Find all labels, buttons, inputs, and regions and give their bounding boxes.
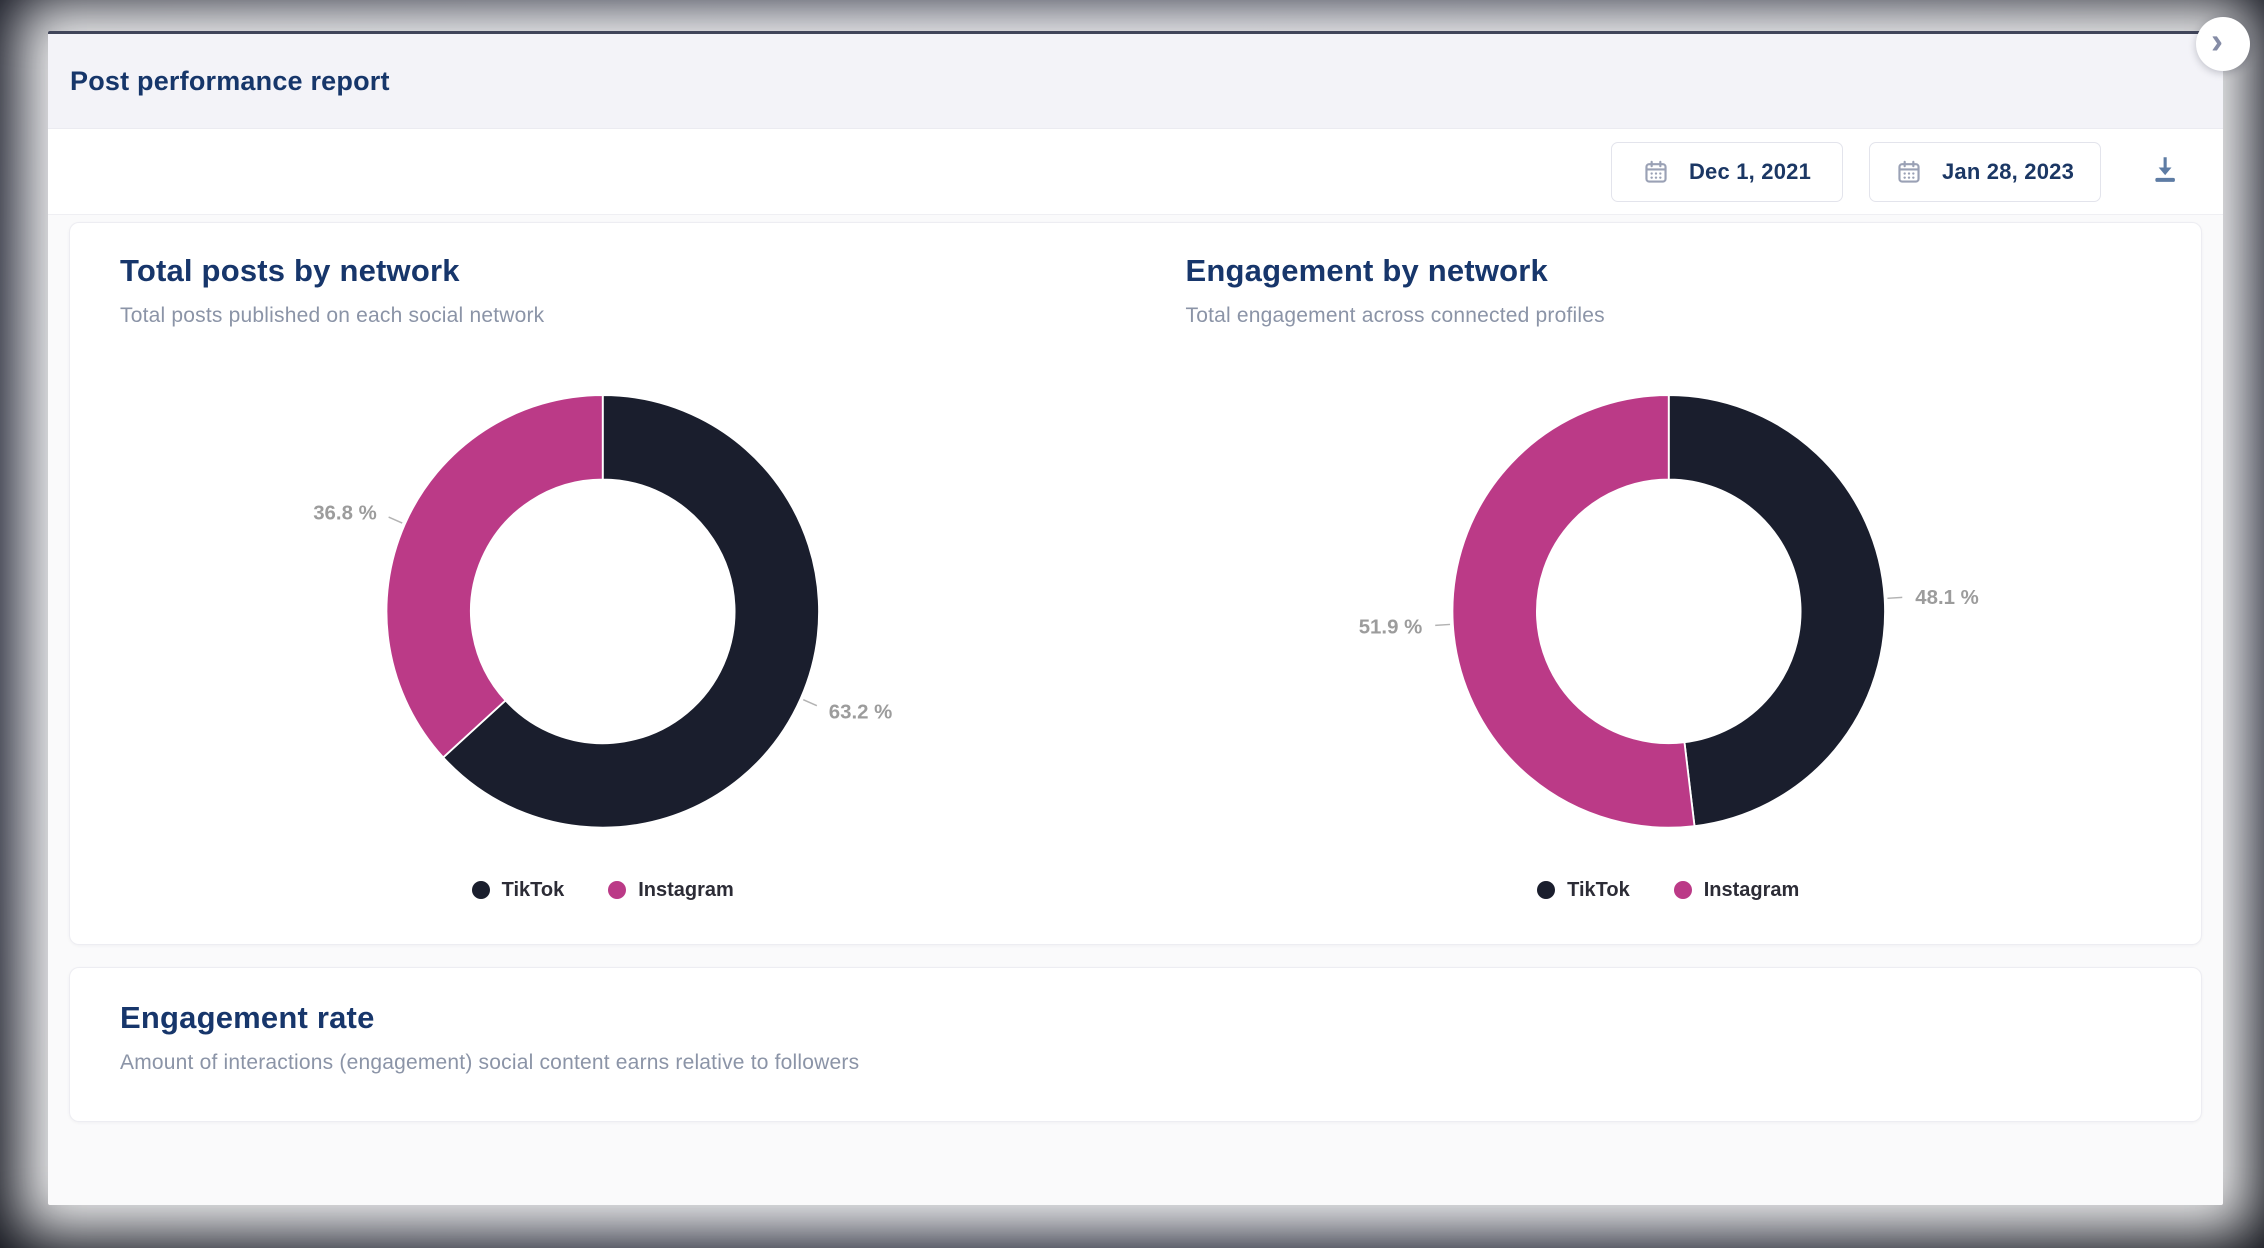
legend-dot-tiktok: [1537, 881, 1556, 900]
chart-section-engagement: Engagement by network Total engagement a…: [1136, 253, 2202, 902]
donut-slice-tiktok[interactable]: [1667, 394, 1886, 828]
label-leader-line: [802, 698, 818, 707]
charts-row: Total posts by network Total posts publi…: [70, 253, 2201, 902]
chevron-right-icon: ›: [2211, 20, 2223, 61]
label-leader-line: [1434, 623, 1450, 627]
networks-charts-card: Total posts by network Total posts publi…: [69, 222, 2202, 945]
modal-header: Post performance report: [48, 34, 2223, 129]
donut-chart-total-posts[interactable]: 63.2 % 36.8 %: [120, 370, 1086, 853]
modal-title: Post performance report: [70, 65, 390, 96]
legend-dot-instagram: [608, 881, 627, 900]
label-leader-line: [388, 516, 403, 524]
donut-chart-engagement[interactable]: 48.1 % 51.9 %: [1186, 370, 2152, 853]
calendar-icon: [1896, 159, 1922, 185]
legend-item-instagram[interactable]: Instagram: [1673, 878, 1800, 902]
report-toolbar: Dec 1, 2021 Jan 28, 2023: [48, 129, 2223, 215]
percent-label: 48.1 %: [1915, 587, 1979, 609]
engagement-rate-card: Engagement rate Amount of interactions (…: [69, 966, 2202, 1122]
post-performance-report-modal: Post performance report De: [48, 31, 2223, 1205]
date-to-button[interactable]: Jan 28, 2023: [1869, 141, 2101, 202]
chart-subtitle: Total posts published on each social net…: [120, 304, 545, 327]
section-title: Engagement rate: [120, 999, 375, 1035]
legend-dot-tiktok: [471, 881, 490, 900]
percent-label: 51.9 %: [1358, 617, 1422, 639]
calendar-icon: [1643, 159, 1669, 185]
download-report-button[interactable]: [2143, 150, 2187, 194]
section-subtitle: Amount of interactions (engagement) soci…: [120, 1050, 860, 1074]
date-from-button[interactable]: Dec 1, 2021: [1611, 141, 1843, 202]
chart-title: Total posts by network: [120, 253, 460, 288]
legend-item-tiktok[interactable]: TikTok: [471, 878, 565, 902]
chart-legend: TikTok Instagram: [120, 879, 1086, 902]
chart-title: Engagement by network: [1185, 253, 1548, 288]
chart-subtitle: Total engagement across connected profil…: [1185, 304, 1605, 327]
date-from-value: Dec 1, 2021: [1688, 158, 1812, 184]
legend-dot-instagram: [1673, 881, 1692, 900]
legend-label: Instagram: [1703, 878, 1800, 901]
legend-label: TikTok: [501, 878, 565, 901]
percent-label: 36.8 %: [313, 502, 377, 524]
download-icon: [2148, 153, 2182, 190]
percent-label: 63.2 %: [829, 701, 893, 723]
donut-slice-instagram[interactable]: [1451, 394, 1695, 829]
legend-label: TikTok: [1567, 878, 1630, 901]
date-to-value: Jan 28, 2023: [1941, 158, 2075, 184]
chart-section-total-posts: Total posts by network Total posts publi…: [70, 253, 1136, 902]
report-content: Total posts by network Total posts publi…: [48, 215, 2223, 1205]
legend-item-instagram[interactable]: Instagram: [608, 879, 734, 902]
donut-slice-instagram[interactable]: [385, 394, 604, 759]
legend-label: Instagram: [638, 878, 734, 901]
chart-legend: TikTok Instagram: [1186, 879, 2152, 902]
legend-item-tiktok[interactable]: TikTok: [1537, 879, 1630, 902]
label-leader-line: [1886, 596, 1902, 600]
collapse-panel-button[interactable]: ›: [2196, 17, 2250, 71]
donut-slice-tiktok[interactable]: [442, 394, 820, 829]
